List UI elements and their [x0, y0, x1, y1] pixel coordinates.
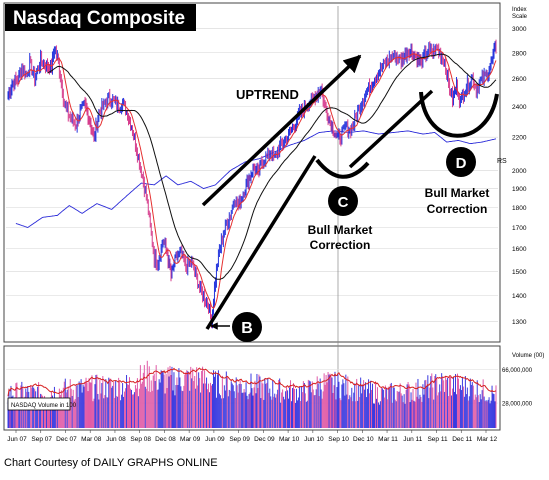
rs-line: [15, 130, 497, 228]
price-tick-label: 2200: [512, 135, 527, 142]
volume-average-line: [7, 367, 497, 397]
chart-courtesy: Chart Courtesy of DAILY GRAPHS ONLINE: [4, 457, 218, 469]
title-box: [5, 4, 196, 31]
date-tick-label: Mar 10: [279, 436, 300, 443]
date-tick-label: Dec 07: [56, 436, 77, 443]
b-label: B: [241, 320, 253, 337]
price-tick-label: 2400: [512, 104, 527, 111]
price-tick-label: 1800: [512, 205, 527, 212]
date-tick-label: Dec 08: [155, 436, 176, 443]
bull-d-line1: Bull Market: [425, 186, 490, 200]
c-label: C: [338, 194, 349, 211]
correction-d-curve: [419, 91, 499, 138]
date-tick-label: Sep 07: [31, 436, 52, 443]
date-axis: Jun 07 Sep 07 Dec 07 Mar 08 Jun 08 Sep 08 Dec …: [7, 430, 497, 443]
volume-tick-label: 66,000,000: [502, 368, 533, 374]
price-tick-label: 1700: [512, 225, 527, 232]
volume-legend: NASDAQ Volume in 100: [11, 403, 77, 409]
price-tick-label: 1300: [512, 319, 527, 326]
d-label: D: [456, 155, 467, 172]
rs-line-path: [15, 130, 497, 228]
price-tick-label: 1600: [512, 246, 527, 253]
price-tick-label: 2000: [512, 168, 527, 175]
index-scale-label-line1: Index: [512, 7, 527, 13]
b-marker: [232, 312, 262, 342]
bull-c-line2: Correction: [310, 238, 371, 252]
volume-axis-label: Volume (00): [512, 353, 544, 359]
rs-label: RS: [497, 158, 507, 165]
bull-d-line2: Correction: [427, 202, 488, 216]
date-tick-label: Dec 09: [254, 436, 275, 443]
date-tick-label: Mar 09: [180, 436, 201, 443]
date-tick-label: Mar 08: [81, 436, 102, 443]
price-tick-label: 2600: [512, 76, 527, 83]
price-tick-label: 3000: [512, 26, 527, 33]
date-tick-label: Sep 10: [328, 436, 349, 443]
volume-axis: 66,000,000 28,000,000: [502, 368, 533, 408]
trendline-c: [348, 89, 434, 169]
date-tick-label: Mar 12: [477, 436, 498, 443]
c-marker: [328, 186, 358, 216]
volume-tick-label: 28,000,000: [502, 402, 533, 408]
date-tick-label: Dec 11: [452, 436, 472, 443]
uptrend-label: UPTREND: [236, 87, 299, 102]
date-tick-label: Jun 09: [205, 436, 225, 443]
moving-averages: [17, 48, 497, 310]
uptrend-arrow: [201, 54, 362, 207]
correction-c-curve: [315, 158, 370, 179]
price-tick-label: 2800: [512, 50, 527, 57]
bull-c-line1: Bull Market: [308, 223, 373, 237]
trendline-b: [205, 155, 317, 330]
ma-short-line: [17, 48, 497, 310]
price-axis: 1300 1400 1500 1600 1700 1800 1900 2000 2200 2400…: [512, 26, 527, 326]
date-tick-label: Jun 11: [403, 436, 422, 443]
price-tick-label: 1500: [512, 269, 527, 276]
d-marker: [446, 147, 476, 177]
date-tick-label: Jun 10: [304, 436, 324, 443]
date-tick-label: Sep 11: [427, 436, 448, 443]
date-tick-label: Sep 09: [229, 436, 250, 443]
price-tick-label: 1900: [512, 186, 527, 193]
date-tick-label: Sep 08: [130, 436, 151, 443]
volume-legend-box: [7, 397, 71, 411]
chart-title: Nasdaq Composite: [13, 8, 185, 29]
date-tick-label: Dec 10: [353, 436, 374, 443]
date-tick-label: Mar 11: [378, 436, 398, 443]
date-tick-label: Jun 07: [7, 436, 27, 443]
price-tick-label: 1400: [512, 293, 527, 300]
ma-long-line: [47, 53, 497, 280]
index-scale-label-line2: Scale: [512, 14, 528, 20]
date-tick-label: Jun 08: [106, 436, 126, 443]
